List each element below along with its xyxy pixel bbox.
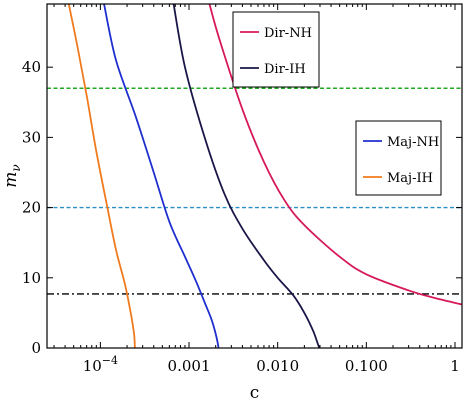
legend-label: Maj-IH <box>387 171 433 186</box>
x-tick-label: 1 <box>450 357 460 375</box>
plot-frame <box>46 3 463 349</box>
series-maj-nh-line <box>103 4 220 348</box>
y-axis-label-main: m <box>1 172 21 188</box>
legend-label: Dir-IH <box>264 62 306 77</box>
axis-ticks: 0 10 20 30 40 10−4 0.001 0.010 0.100 1 <box>22 4 462 375</box>
legend-majorana: Maj-NH Maj-IH <box>355 120 442 196</box>
x-tick-label: 0.010 <box>256 357 299 375</box>
legend-label: Maj-NH <box>387 135 439 150</box>
y-tick-label: 0 <box>31 339 41 357</box>
y-axis-label-sub: ν <box>9 164 23 171</box>
legend-label: Dir-NH <box>264 26 312 41</box>
series-maj-ih-line <box>67 4 136 348</box>
x-tick-label: 10−4 <box>83 354 118 375</box>
y-tick-label: 30 <box>22 128 41 146</box>
legend-dirac: Dir-NH Dir-IH <box>232 11 320 88</box>
legend-box <box>355 120 442 196</box>
legend-box <box>232 11 320 88</box>
x-tick-label: 0.100 <box>345 357 388 375</box>
y-axis-label: mν <box>1 164 23 187</box>
x-tick-label: 0.001 <box>168 357 211 375</box>
series-dir-ih-line <box>172 4 321 348</box>
y-tick-label: 40 <box>22 58 41 76</box>
reference-lines <box>47 87 462 295</box>
x-axis-label: c <box>250 383 260 403</box>
y-tick-label: 10 <box>22 269 41 287</box>
y-tick-label: 20 <box>22 199 41 217</box>
